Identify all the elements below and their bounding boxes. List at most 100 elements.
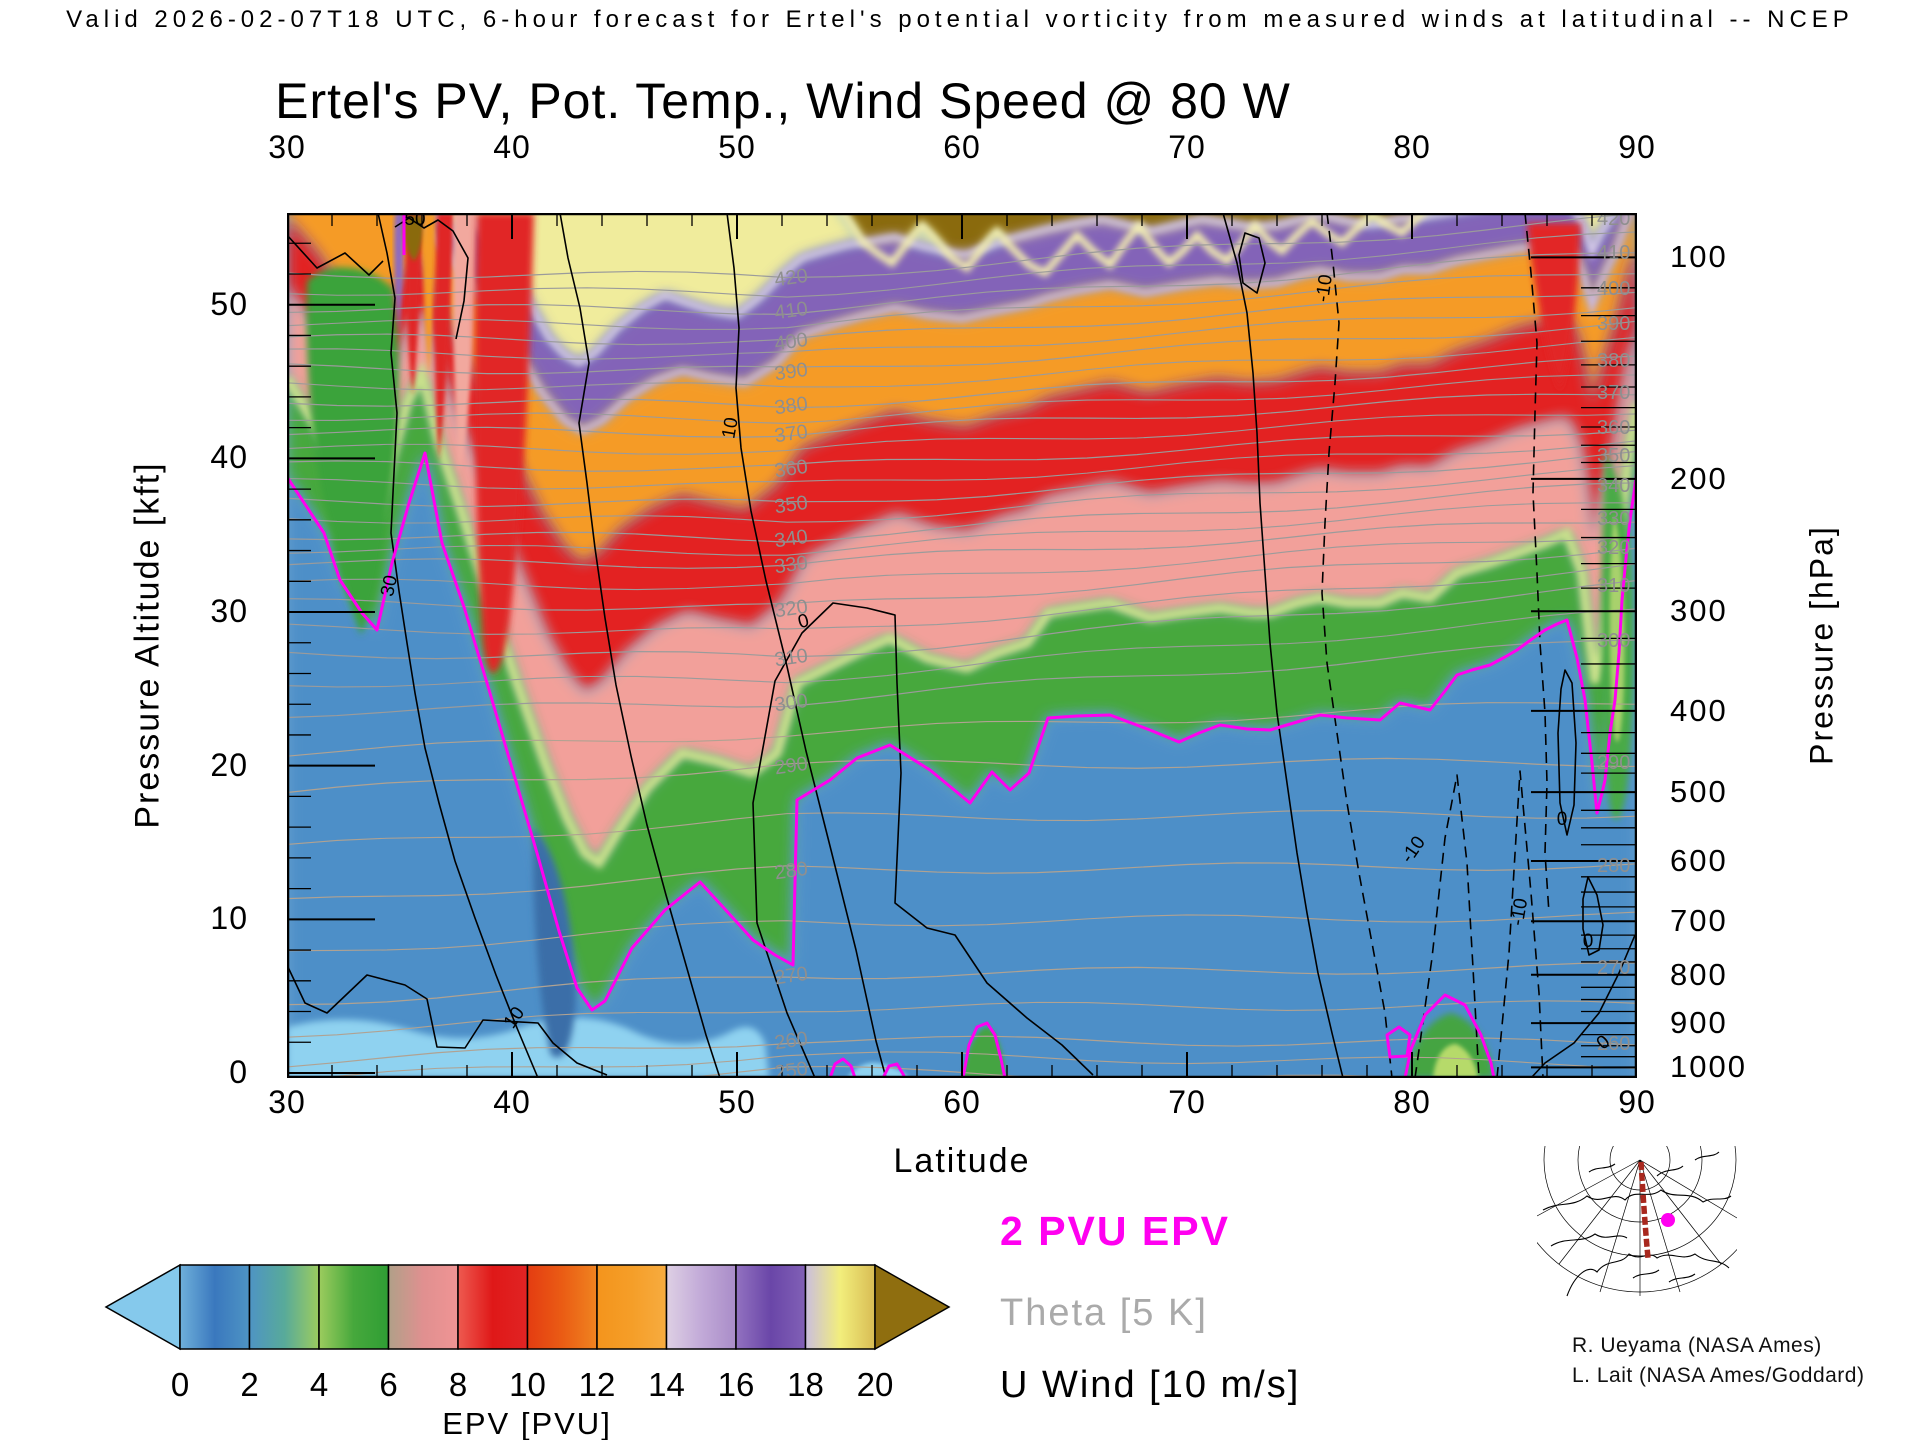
svg-text:300: 300 [1597, 630, 1630, 652]
legend-entry-wind: U Wind [10 m/s] [1000, 1364, 1301, 1406]
colorbar-tick-12: 12 [578, 1366, 616, 1403]
y-right-tick-200: 200 [1670, 460, 1728, 496]
colorbar-tick-2: 2 [240, 1366, 259, 1403]
y-left-tick-0: 0 [229, 1054, 248, 1090]
x-tick-top-90: 90 [1618, 129, 1656, 165]
x-tick-top-60: 60 [943, 129, 981, 165]
y-left-tick-40: 40 [210, 439, 248, 476]
x-tick-bottom-40: 40 [493, 1084, 531, 1120]
svg-text:350: 350 [773, 492, 809, 518]
x-tick-top-50: 50 [718, 129, 756, 165]
validity-line: Valid 2026-02-07T18 UTC, 6-hour forecast… [66, 6, 1854, 33]
x-axis-label: Latitude [893, 1142, 1031, 1180]
legend-entry-theta: Theta [5 K] [1000, 1292, 1208, 1334]
y-right-tick-800: 800 [1670, 956, 1728, 992]
svg-text:310: 310 [1597, 575, 1630, 597]
x-tick-top-30: 30 [268, 129, 306, 165]
svg-text:390: 390 [1597, 313, 1630, 335]
colorbar-tick-10: 10 [509, 1366, 546, 1403]
x-tick-bottom-90: 90 [1618, 1084, 1656, 1120]
svg-text:340: 340 [773, 526, 809, 552]
svg-text:320: 320 [773, 596, 809, 622]
y-right-tick-300: 300 [1670, 593, 1728, 629]
y-right-tick-700: 700 [1670, 903, 1728, 939]
svg-text:340: 340 [1597, 475, 1630, 497]
x-tick-bottom-50: 50 [718, 1084, 756, 1120]
svg-text:290: 290 [773, 753, 809, 779]
map-coastlines [1542, 1151, 1732, 1297]
svg-text:380: 380 [773, 393, 809, 419]
y-left-tick-30: 30 [210, 593, 248, 630]
svg-text:250: 250 [773, 1058, 809, 1078]
y-right-tick-900: 900 [1670, 1005, 1728, 1041]
svg-text:10: 10 [718, 416, 742, 440]
colorbar-tick-0: 0 [170, 1366, 190, 1403]
svg-text:300: 300 [773, 690, 809, 716]
map-section-line [1638, 1161, 1651, 1259]
credit-line-2: L. Lait (NASA Ames/Goddard) [1572, 1364, 1865, 1387]
svg-text:410: 410 [1597, 242, 1630, 264]
svg-text:370: 370 [773, 421, 809, 447]
epv-colorbar [104, 1263, 951, 1351]
svg-text:380: 380 [1597, 350, 1630, 372]
svg-text:270: 270 [773, 963, 809, 989]
colorbar-tick-18: 18 [787, 1366, 824, 1403]
x-tick-bottom-70: 70 [1168, 1084, 1206, 1120]
y-right-tick-500: 500 [1670, 774, 1728, 810]
x-tick-bottom-80: 80 [1393, 1084, 1431, 1120]
y-left-tick-50: 50 [210, 285, 248, 322]
x-tick-top-70: 70 [1168, 129, 1206, 165]
colorbar-label: EPV [PVU] [442, 1406, 612, 1440]
svg-text:400: 400 [773, 329, 809, 355]
svg-text:0: 0 [796, 610, 812, 633]
y-right-tick-400: 400 [1670, 692, 1728, 728]
colorbar-tick-8: 8 [448, 1366, 468, 1403]
svg-text:390: 390 [773, 359, 809, 385]
svg-text:280: 280 [773, 858, 809, 884]
y-left-tick-10: 10 [210, 900, 248, 937]
y-right-tick-1000: 1000 [1670, 1049, 1747, 1085]
svg-text:330: 330 [773, 552, 809, 578]
svg-text:30: 30 [377, 573, 402, 598]
colorbar-tick-20: 20 [856, 1366, 894, 1403]
svg-text:270: 270 [1597, 957, 1630, 979]
svg-text:310: 310 [773, 645, 809, 671]
colorbar-tick-6: 6 [379, 1366, 398, 1403]
inset-map [1537, 1146, 1737, 1297]
x-tick-top-40: 40 [493, 129, 531, 165]
y-right-tick-100: 100 [1670, 239, 1728, 275]
x-tick-bottom-30: 30 [268, 1084, 306, 1120]
svg-text:-10: -10 [1507, 897, 1532, 928]
svg-text:50: 50 [404, 213, 425, 230]
svg-text:0: 0 [1557, 809, 1568, 830]
page-title: Ertel's PV, Pot. Temp., Wind Speed @ 80 … [275, 73, 1291, 129]
svg-text:410: 410 [773, 298, 809, 324]
colorbar-tick-16: 16 [717, 1366, 755, 1403]
x-tick-top-80: 80 [1393, 129, 1431, 165]
credit-line-1: R. Ueyama (NASA Ames) [1572, 1334, 1822, 1357]
legend-entry-pv: 2 PVU EPV [1000, 1208, 1230, 1254]
svg-text:360: 360 [773, 456, 809, 482]
colorbar-tick-14: 14 [648, 1366, 685, 1403]
y-right-tick-600: 600 [1670, 843, 1728, 879]
svg-text:-10: -10 [1312, 273, 1337, 303]
y-right-axis-label: Pressure [hPa] [1803, 525, 1840, 765]
svg-text:420: 420 [1597, 213, 1630, 230]
svg-text:420: 420 [773, 265, 809, 291]
svg-text:400: 400 [1597, 278, 1630, 300]
svg-text:350: 350 [1597, 445, 1630, 467]
y-left-axis-label: Pressure Altitude [kft] [128, 461, 167, 829]
colorbar-tick-4: 4 [309, 1366, 329, 1403]
svg-text:330: 330 [1597, 508, 1630, 530]
svg-text:360: 360 [1597, 417, 1630, 439]
svg-text:260: 260 [773, 1028, 809, 1054]
svg-text:280: 280 [1597, 855, 1630, 877]
y-left-tick-20: 20 [210, 746, 248, 783]
map-location-dot [1661, 1213, 1675, 1227]
svg-text:320: 320 [1597, 537, 1630, 559]
svg-text:260: 260 [1597, 1033, 1630, 1055]
map-graticule [1537, 1146, 1737, 1296]
x-tick-bottom-60: 60 [943, 1084, 981, 1120]
svg-text:290: 290 [1597, 752, 1630, 774]
